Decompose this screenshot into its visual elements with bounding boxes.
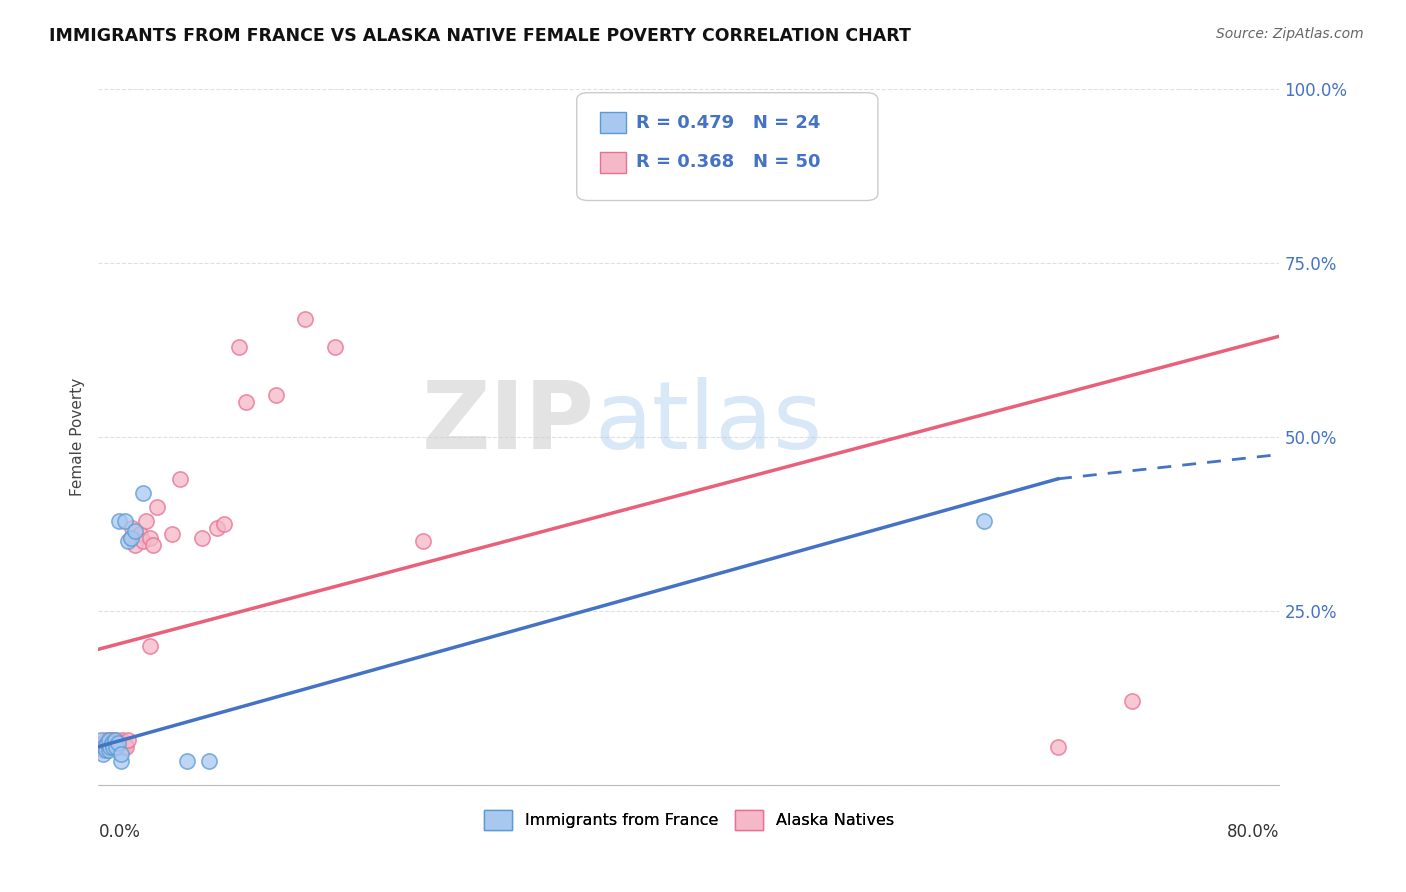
Point (124, 538, 146, 552)
Point (97, 739, 120, 754)
Point (228, 340, 250, 354)
Point (176, 754, 198, 768)
Text: R = 0.368   N = 50: R = 0.368 N = 50 (636, 153, 820, 171)
Point (973, 514, 995, 528)
Point (98, 732, 121, 747)
Point (105, 739, 128, 754)
Point (104, 739, 127, 754)
FancyBboxPatch shape (600, 152, 626, 173)
Point (110, 747, 132, 761)
Point (117, 534, 139, 549)
Point (115, 739, 138, 754)
Point (264, 388, 287, 402)
Point (107, 736, 129, 750)
Point (103, 732, 125, 747)
Text: R = 0.479   N = 24: R = 0.479 N = 24 (636, 113, 820, 132)
Point (96, 739, 118, 754)
Point (1046, 739, 1070, 754)
Point (100, 736, 122, 750)
Point (1121, 694, 1143, 708)
Text: 0.0%: 0.0% (98, 823, 141, 841)
Point (97, 732, 120, 747)
Point (294, 311, 316, 326)
Point (108, 739, 131, 754)
Point (93, 739, 115, 754)
Text: Source: ZipAtlas.com: Source: ZipAtlas.com (1216, 27, 1364, 41)
Point (169, 472, 191, 486)
Point (103, 739, 125, 754)
Point (100, 736, 122, 750)
Point (90, 732, 112, 747)
Point (98, 739, 121, 754)
Point (96, 736, 118, 750)
Text: 80.0%: 80.0% (1227, 823, 1279, 841)
Point (132, 534, 155, 549)
Point (120, 531, 142, 545)
Point (120, 531, 142, 545)
Point (142, 538, 165, 552)
Point (91, 736, 114, 750)
Point (198, 754, 221, 768)
Point (212, 516, 235, 531)
Point (94, 732, 117, 747)
Point (97, 743, 120, 757)
Point (104, 732, 127, 747)
Point (110, 736, 132, 750)
Point (205, 520, 228, 534)
Legend: Immigrants from France, Alaska Natives: Immigrants from France, Alaska Natives (477, 804, 901, 836)
Point (112, 739, 135, 754)
Point (323, 340, 346, 354)
Point (105, 732, 128, 747)
Point (121, 520, 143, 534)
FancyBboxPatch shape (576, 93, 877, 201)
Point (103, 739, 125, 754)
Point (132, 485, 155, 500)
Point (139, 531, 162, 545)
Point (191, 531, 214, 545)
Point (94, 743, 117, 757)
Point (146, 500, 169, 514)
Point (124, 524, 146, 538)
Point (139, 639, 162, 653)
Point (91, 743, 114, 757)
Point (110, 754, 132, 768)
Text: ZIP: ZIP (422, 377, 595, 469)
Text: IMMIGRANTS FROM FRANCE VS ALASKA NATIVE FEMALE POVERTY CORRELATION CHART: IMMIGRANTS FROM FRANCE VS ALASKA NATIVE … (49, 27, 911, 45)
Point (117, 732, 139, 747)
Point (111, 732, 134, 747)
Point (412, 534, 434, 549)
Point (105, 739, 128, 754)
Point (93, 739, 115, 754)
Y-axis label: Female Poverty: Female Poverty (70, 378, 86, 496)
Point (235, 395, 257, 409)
Point (94, 743, 117, 757)
Point (96, 736, 118, 750)
Point (90, 739, 112, 754)
FancyBboxPatch shape (600, 112, 626, 133)
Point (114, 514, 136, 528)
Text: atlas: atlas (595, 377, 823, 469)
Point (135, 514, 157, 528)
Point (114, 736, 136, 750)
Point (107, 739, 129, 754)
Point (98, 739, 121, 754)
Point (162, 527, 183, 541)
Point (128, 527, 150, 541)
Point (97, 736, 120, 750)
Point (100, 739, 122, 754)
Point (91, 747, 114, 761)
Point (108, 514, 131, 528)
